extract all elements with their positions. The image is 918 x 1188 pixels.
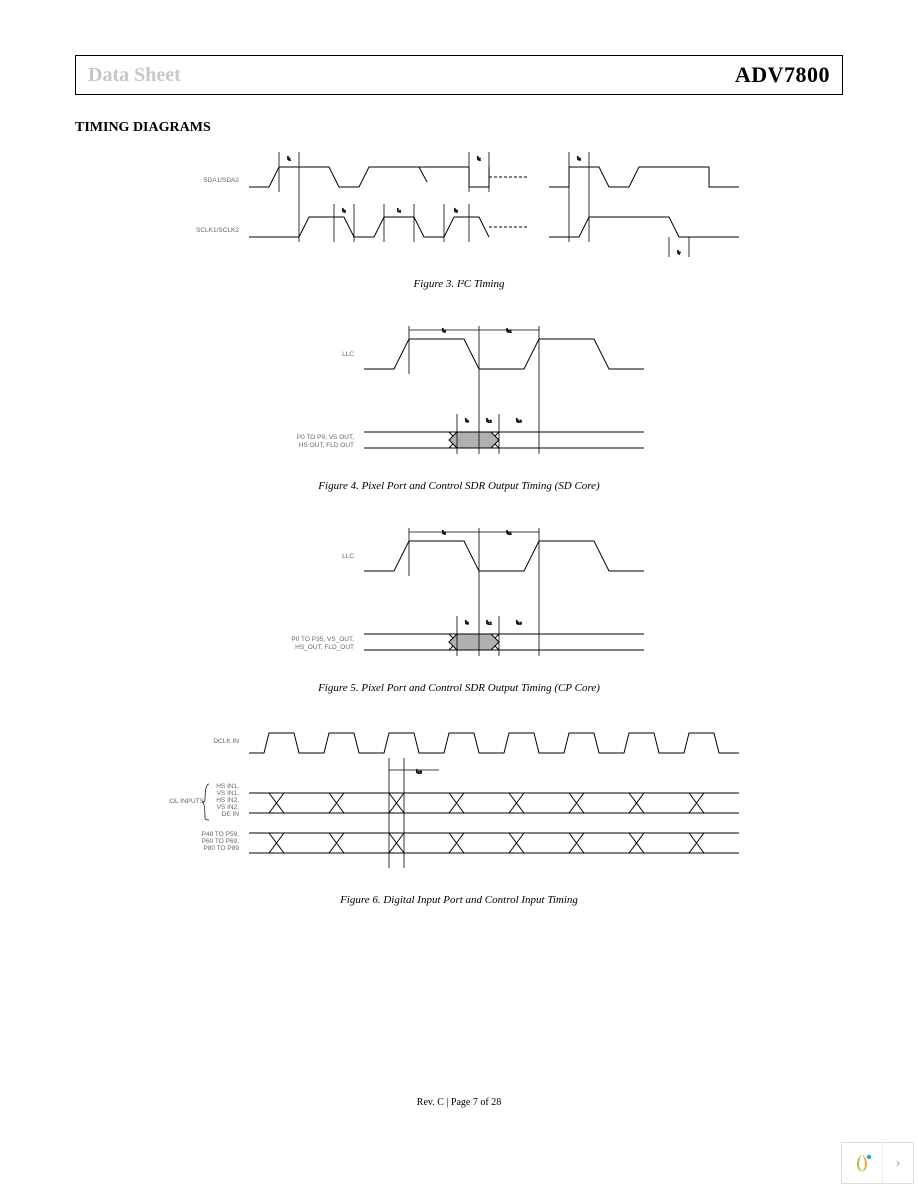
svg-text:P48 TO P59,: P48 TO P59, [202,831,240,838]
data-label-1: P0 TO P9, VS OUT, [297,434,354,441]
svg-text:t₁: t₁ [287,156,291,162]
header-right-text: ADV7800 [735,62,830,88]
corner-logo-icon[interactable] [842,1143,883,1183]
figure4-caption: Figure 4. Pixel Port and Control SDR Out… [75,480,843,492]
svg-text:HS IN2,: HS IN2, [216,797,239,804]
data-label-2: HS OUT, FLD OUT [299,442,354,449]
svg-text:t₇: t₇ [677,250,681,256]
svg-text:P80 TO P89: P80 TO P89 [203,845,239,852]
digital-input-timing-svg: DCLK IN CONTROL INPUTS HS IN1, VS IN1, H… [169,718,749,888]
sdr-sd-timing-svg: LLC P0 TO P9, VS OUT, HS OUT, FLD OUT t₈ [249,314,669,474]
svg-text:t₁₂: t₁₂ [486,418,492,424]
i2c-timing-svg: SDA1/SDA2 SCLK1/SCLK2 t₁ [169,142,749,272]
svg-text:t₉: t₉ [465,620,469,626]
svg-text:VS IN2,: VS IN2, [217,804,240,811]
llc-label-2: LLC [342,553,354,560]
ctrl-group-label: CONTROL INPUTS [169,798,205,805]
figure3-caption: Figure 3. I²C Timing [75,278,843,290]
svg-text:t₂: t₂ [477,156,481,162]
figure5-caption: Figure 5. Pixel Port and Control SDR Out… [75,682,843,694]
svg-text:t₈: t₈ [442,530,446,536]
svg-text:P60 TO P69,: P60 TO P69, [202,838,240,845]
figure-6: DCLK IN CONTROL INPUTS HS IN1, VS IN1, H… [75,718,843,906]
svg-text:t₈: t₈ [442,328,446,334]
svg-text:t₅: t₅ [454,208,458,214]
sda-label: SDA1/SDA2 [203,177,239,184]
next-arrow-icon[interactable]: › [883,1143,913,1183]
svg-text:t₆: t₆ [577,156,581,162]
svg-text:t₃: t₃ [342,208,346,214]
svg-text:VS IN1,: VS IN1, [217,790,240,797]
page-footer: Rev. C | Page 7 of 28 [0,1097,918,1108]
svg-text:t₁₁: t₁₁ [506,530,511,536]
corner-widget[interactable]: › [841,1142,914,1184]
header-box: Data Sheet ADV7800 [75,55,843,95]
svg-text:t₁₀: t₁₀ [516,418,522,424]
data-label-4: HS_OUT, FLD_OUT [295,644,354,651]
svg-text:HS IN1,: HS IN1, [216,783,239,790]
figure-3: SDA1/SDA2 SCLK1/SCLK2 t₁ [75,142,843,290]
svg-text:t₁₁: t₁₁ [506,328,511,334]
sdr-cp-timing-svg: LLC P0 TO P35, VS_OUT, HS_OUT, FLD_OUT t… [249,516,669,676]
svg-text:t₉: t₉ [465,418,469,424]
sclk-label: SCLK1/SCLK2 [196,227,239,234]
svg-text:t₁₀: t₁₀ [516,620,522,626]
llc-label: LLC [342,351,354,358]
figure6-caption: Figure 6. Digital Input Port and Control… [75,894,843,906]
svg-text:t₁₂: t₁₂ [486,620,492,626]
figure-5: LLC P0 TO P35, VS_OUT, HS_OUT, FLD_OUT t… [75,516,843,694]
section-title: TIMING DIAGRAMS [75,120,843,136]
header-left-text: Data Sheet [88,64,181,87]
svg-text:DE IN: DE IN [222,811,240,818]
figure-4: LLC P0 TO P9, VS OUT, HS OUT, FLD OUT t₈ [75,314,843,492]
dclk-label: DCLK IN [213,738,239,745]
svg-text:t₄: t₄ [397,208,402,214]
data-label-3: P0 TO P35, VS_OUT, [291,636,354,643]
